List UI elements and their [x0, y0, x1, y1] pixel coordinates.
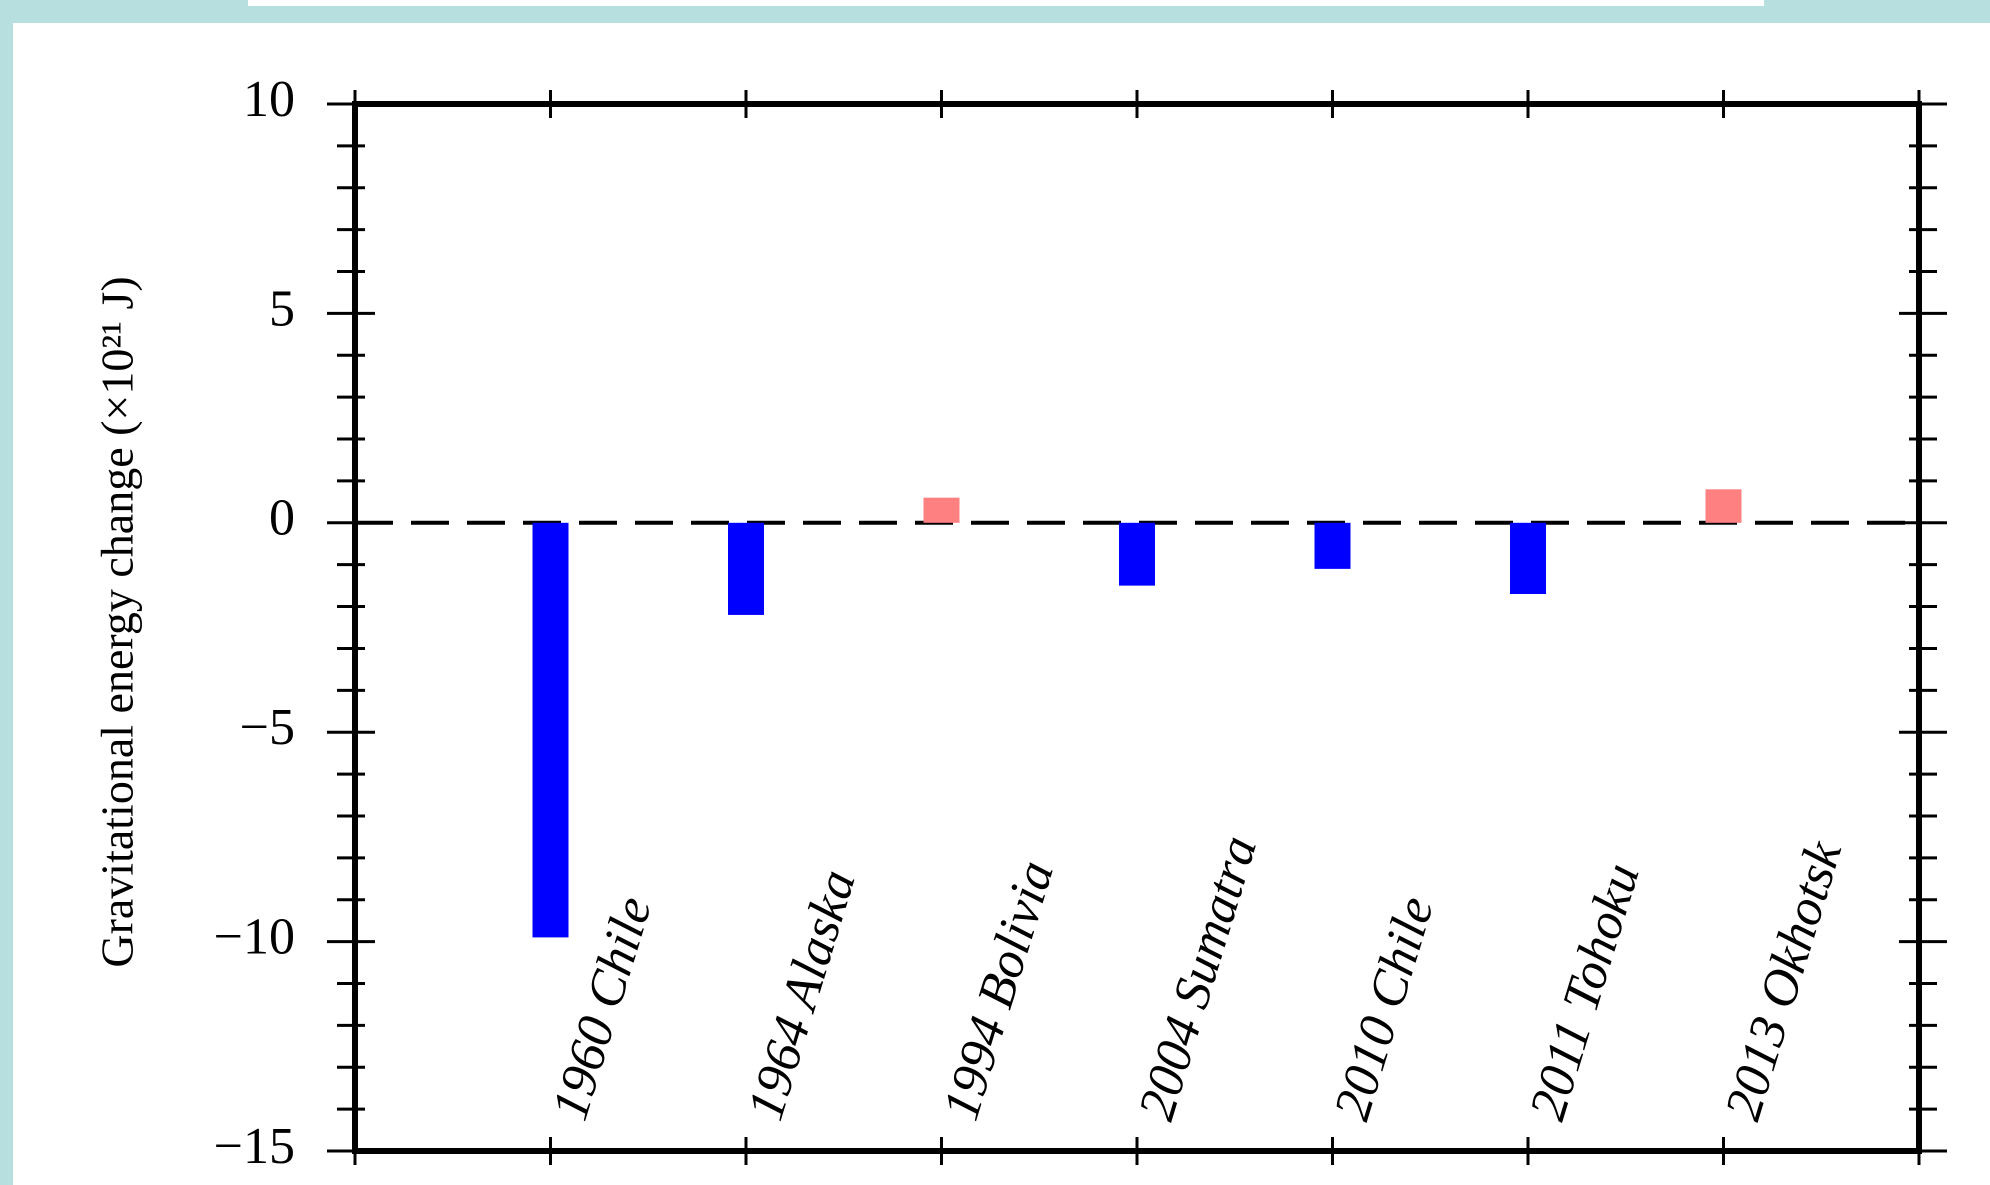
y-tick-label: −15 [214, 1118, 295, 1175]
y-tick-label: 5 [269, 280, 295, 337]
bar [1119, 522, 1155, 586]
y-axis-label: Gravitational energy change (×10²¹ J) [92, 276, 143, 967]
bar [728, 522, 764, 615]
bar [1705, 489, 1742, 523]
bar [532, 522, 569, 938]
y-tick-label: −5 [240, 699, 295, 756]
bar [923, 497, 960, 523]
y-tick-label: 10 [243, 71, 295, 128]
y-tick-label: 0 [269, 490, 295, 547]
bar [1510, 522, 1546, 594]
bar [1314, 522, 1351, 569]
top-strip [248, 0, 1764, 6]
y-tick-label: −10 [214, 909, 295, 966]
panel [13, 23, 1990, 1185]
